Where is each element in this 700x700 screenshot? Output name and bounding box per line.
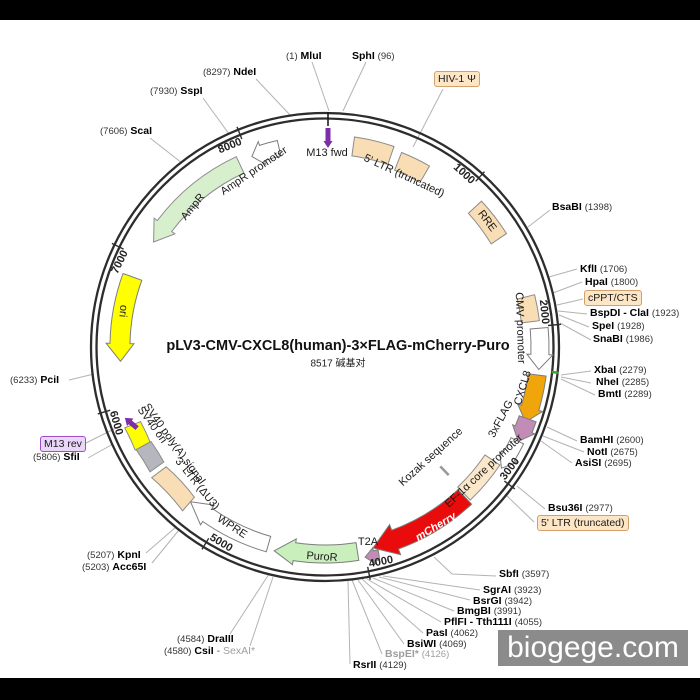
watermark-badge: biogege.com (498, 630, 688, 666)
enzyme-bsu36i: Bsu36I (2977) (548, 502, 613, 514)
backbone-ring-inner (95, 117, 555, 577)
cppt-cts-tag: cPPT/CTS (584, 290, 642, 306)
m13-fwd-label: M13 fwd (306, 147, 348, 159)
ltr5-truncated-box-2 (393, 151, 431, 184)
enzyme-hpai: HpaI (1800) (585, 276, 639, 288)
ampr-arrow (153, 156, 245, 243)
cmv-promoter-arrow (525, 326, 555, 371)
enzyme-pcii: (6233) PciI (10, 374, 60, 386)
ef1a-core-promoter-box (457, 454, 501, 501)
enzyme-kpni: (5207) KpnI (87, 549, 141, 561)
cxcl8-arrow (516, 373, 547, 423)
m13-rev-tag: M13 rev (40, 436, 86, 452)
enzyme-pflfi: PflFI - Tth111I (4055) (444, 616, 543, 628)
enzyme-noti: NotI (2675) (587, 446, 638, 458)
enzyme-sbfi: SbfI (3597) (499, 568, 550, 580)
m13-rev-marker (124, 417, 139, 431)
bottom-black-bar (0, 678, 700, 700)
kozak-sequence-tick (439, 465, 450, 477)
enzyme-sphi: SphI (96) (352, 50, 395, 62)
features-layer (105, 128, 555, 566)
rre-box (467, 200, 508, 245)
hiv1-psi-tag: HIV-1 Ψ (434, 71, 480, 87)
watermark-text: biogege.com (507, 631, 679, 664)
sv40-polya-box (123, 420, 151, 451)
enzyme-bspei: BspEI* (4126) (385, 648, 450, 660)
enzyme-rsrii: RsrII (4129) (353, 659, 407, 671)
enzyme-ndei: (8297) NdeI (203, 66, 257, 78)
tick-2000: 2000 (536, 299, 552, 325)
enzyme-bmti: BmtI (2289) (598, 388, 652, 400)
enzyme-snabi: SnaBI (1986) (593, 333, 654, 345)
top-black-bar (0, 0, 700, 20)
wpre-arrow (189, 501, 272, 553)
ori-arrow (105, 272, 143, 363)
enzyme-draiii: (4584) DraIII (177, 633, 234, 645)
enzyme-sfii: (5806) SfiI (33, 451, 80, 463)
plasmid-length: 8517 碱基对 (310, 358, 366, 370)
enzyme-spei: SpeI (1928) (592, 320, 645, 332)
sv40-ori-box (135, 440, 165, 473)
t2a-label: T2A (357, 536, 379, 548)
enzyme-nhei: NheI (2285) (596, 376, 650, 388)
enzyme-acc65i: (5203) Acc65I (82, 561, 147, 573)
enzyme-asisi: AsiSI (2695) (575, 457, 632, 469)
cmv-promoter-label: CMV promoter (512, 292, 528, 364)
ampr-promoter-outline-arrow (251, 139, 282, 166)
enzyme-sgrai: SgrAI (3923) (483, 584, 542, 596)
cppt-cts-box (516, 294, 540, 324)
flag3-arrow (511, 415, 537, 442)
enzyme-sspi: (7930) SspI (150, 85, 203, 97)
enzyme-csii: (4580) CsiI - SexAI* (164, 645, 256, 657)
enzyme-bmgbi: BmgBI (3991) (457, 605, 522, 617)
ori-label: ori (116, 304, 130, 318)
plasmid-title: pLV3-CMV-CXCL8(human)-3×FLAG-mCherry-Pur… (166, 338, 510, 354)
ltr3-du3-box (150, 466, 196, 512)
xbai-region-green-tick (551, 370, 559, 374)
m13-fwd-marker (323, 128, 333, 148)
ltr5-truncated-box-1 (351, 136, 395, 166)
enzyme-scai: (7606) ScaI (100, 125, 152, 137)
ef1a-promoter-outline-arrow (499, 437, 525, 469)
enzyme-xbai: XbaI (2279) (594, 364, 647, 376)
puror-label: PuroR (306, 549, 338, 565)
scale-ticks (97, 126, 562, 580)
t2a-arrow (364, 546, 381, 565)
ltr5-truncated-tag: 5' LTR (truncated) (537, 515, 629, 531)
enzyme-pasi: PasI (4062) (426, 627, 478, 639)
enzyme-bsiwi: BsiWI (4069) (407, 638, 467, 650)
enzyme-mlui: (1) MluI (286, 50, 322, 62)
leader-lines (68, 61, 596, 665)
puror-arrow (273, 537, 360, 566)
enzyme-bamhi: BamHI (2600) (580, 434, 644, 446)
enzyme-bsabi: BsaBI (1398) (552, 201, 613, 213)
backbone-ring-outer (89, 111, 561, 583)
enzyme-bspdi: BspDI - ClaI (1923) (590, 307, 680, 319)
enzyme-bsrgi: BsrGI (3942) (473, 595, 532, 607)
enzyme-kfli: KflI (1706) (580, 263, 628, 275)
